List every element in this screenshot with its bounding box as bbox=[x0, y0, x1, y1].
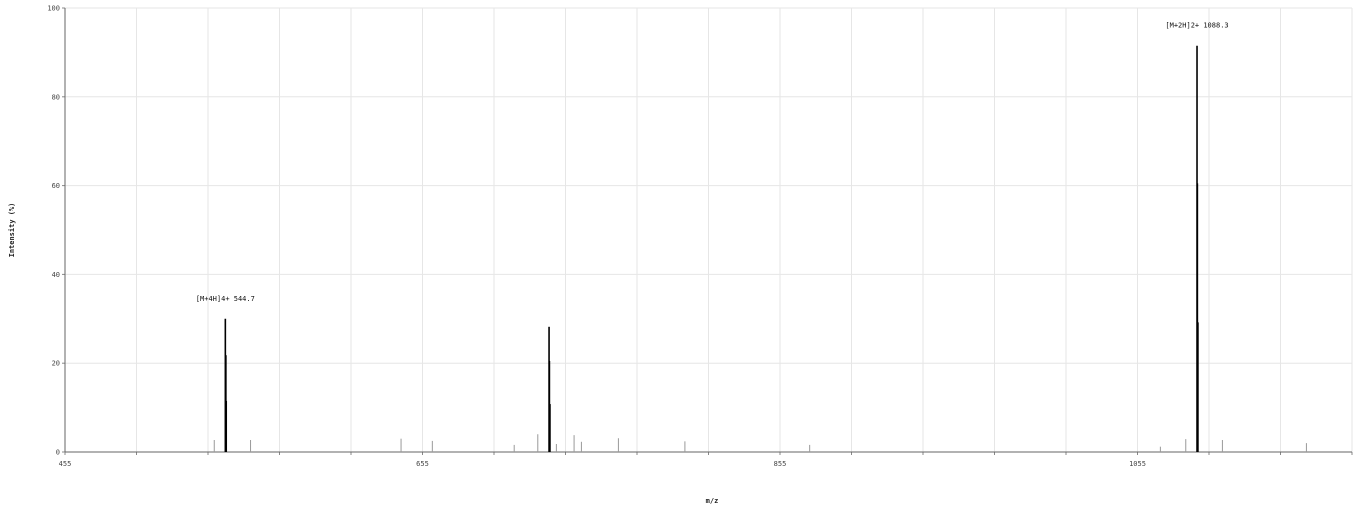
y-tick-label: 40 bbox=[52, 271, 60, 279]
peak-annotations: [M+4H]4+ 544.7 [M+2H]2+ 1088.3 bbox=[196, 22, 1229, 303]
grid bbox=[64, 7, 1353, 453]
peak-annotation: [M+2H]2+ 1088.3 bbox=[1165, 22, 1228, 30]
y-tick-label: 80 bbox=[52, 93, 60, 101]
y-tick-label: 60 bbox=[52, 182, 60, 190]
y-tick-label: 0 bbox=[56, 449, 60, 457]
x-tick-label: 855 bbox=[774, 460, 787, 468]
tick-labels: 0 20 40 60 80 100 455 655 855 1055 bbox=[47, 5, 1146, 469]
y-tick-label: 100 bbox=[47, 5, 60, 13]
y-tick-label: 20 bbox=[52, 360, 60, 368]
x-axis-title: m/z bbox=[706, 497, 719, 505]
peaks bbox=[213, 45, 1307, 452]
x-tick-label: 1055 bbox=[1129, 460, 1146, 468]
x-tick-label: 455 bbox=[59, 460, 72, 468]
x-tick-label: 655 bbox=[416, 460, 429, 468]
peak-annotation: [M+4H]4+ 544.7 bbox=[196, 295, 255, 303]
axes bbox=[62, 7, 1353, 455]
y-axis-title: Intensity (%) bbox=[8, 203, 16, 258]
